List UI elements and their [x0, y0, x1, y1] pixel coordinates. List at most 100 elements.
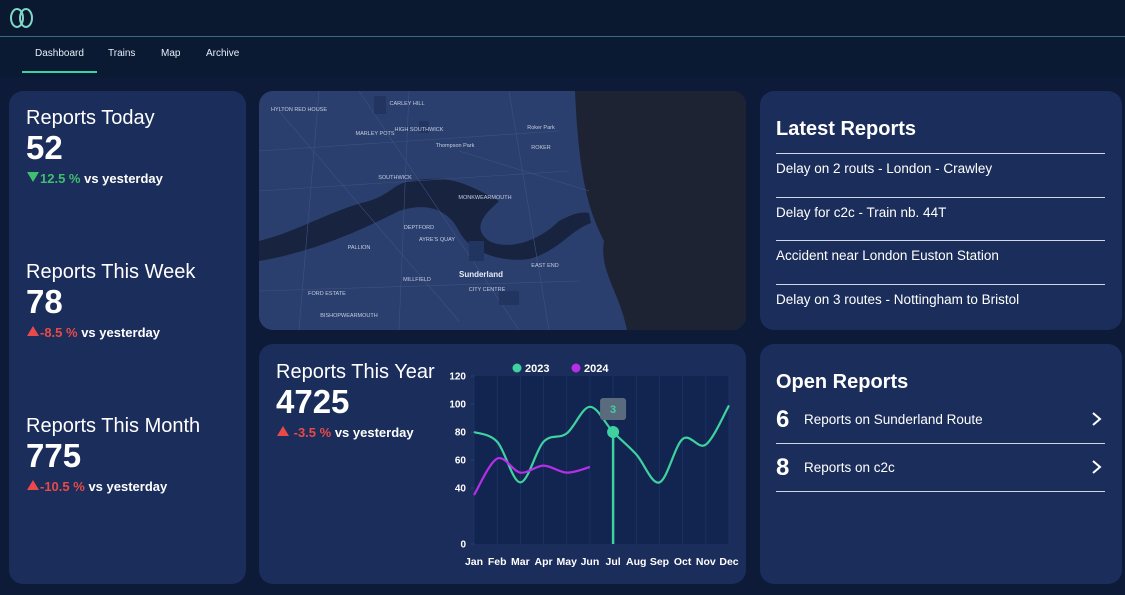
stat-value: 78	[26, 283, 63, 320]
trend-triangle	[27, 326, 39, 336]
stat-label: vs yesterday	[81, 325, 160, 340]
x-tick-label: Jul	[606, 556, 621, 568]
stat-change: 12.5 %	[40, 171, 81, 186]
x-tick-label: Dec	[719, 556, 738, 568]
hover-point	[607, 426, 620, 438]
report-item[interactable]: Delay on 3 routes - Nottingham to Bristo…	[776, 283, 1105, 320]
map-label: ROKER	[531, 145, 551, 151]
x-tick-label: Sep	[650, 556, 669, 568]
nav-tab[interactable]: Trains	[108, 48, 136, 59]
map-label: EAST END	[531, 263, 558, 269]
open-report-label: Reports on Sunderland Route	[804, 412, 983, 427]
legend-swatch	[512, 363, 522, 373]
stat-change-row: -8.5 % vs yesterday	[26, 325, 160, 340]
map-label: MONKWEARMOUTH	[458, 195, 511, 201]
legend-label: 2024	[584, 363, 609, 375]
map-label: DEPTFORD	[404, 225, 434, 231]
open-report-row[interactable]: 6 Reports on Sunderland Route	[776, 396, 1105, 444]
latest-reports-card: Latest Reports Delay on 2 routs - London…	[760, 91, 1122, 330]
open-report-label: Reports on c2c	[804, 460, 895, 475]
card-title: Latest Reports	[776, 118, 917, 140]
stats-card: Reports Today 52 12.5 % vs yesterday Report…	[9, 91, 246, 584]
report-item[interactable]: Delay for c2c - Train nb. 44T	[776, 196, 1105, 233]
map-roads	[259, 91, 590, 330]
stat-change-row: 12.5 % vs yesterday	[26, 171, 163, 186]
stat-title: Reports This Month	[26, 415, 201, 437]
logo	[10, 8, 33, 28]
y-tick-label: 100	[449, 400, 466, 411]
legend-label: 2023	[525, 363, 549, 375]
trend-triangle	[27, 480, 39, 490]
x-tick-label: Jun	[581, 556, 600, 568]
stat-label: vs yesterday	[84, 171, 163, 186]
stat-change: -10.5 %	[40, 479, 85, 494]
x-tick-label: Apr	[534, 556, 552, 568]
nav-tab[interactable]: Map	[161, 48, 181, 59]
stat-label: vs yesterday	[88, 479, 168, 494]
x-tick-label: Aug	[626, 556, 646, 568]
map-label: Sunderland	[459, 270, 503, 279]
y-tick-label: 80	[455, 428, 467, 439]
x-tick-label: Feb	[488, 556, 507, 568]
trend-triangle	[27, 172, 39, 182]
stat-value: 775	[26, 437, 82, 474]
chevron-icon	[1092, 412, 1102, 426]
line-chart: Jan Feb Mar Apr May Jun Jul Aug Sep Oct Nov Dec 0 40 6…	[449, 363, 738, 568]
nav-bar: Dashboard Trains Map Archive	[0, 37, 1125, 77]
stat-value: 52	[26, 129, 63, 166]
map-label: SOUTHWICK	[378, 175, 412, 181]
series-line	[473, 456, 591, 496]
map: CARLEY HILL HYLTON RED HOUSE MARLEY POTSHI…	[259, 91, 746, 330]
y-tick-label: 40	[455, 484, 467, 495]
top-bar	[0, 0, 1125, 37]
y-tick-label: 0	[460, 540, 466, 551]
tooltip-text: 3	[610, 404, 616, 416]
x-tick-label: Nov	[696, 556, 716, 568]
map-blocks	[374, 96, 519, 305]
open-report-row[interactable]: 8 Reports on c2c	[776, 444, 1105, 492]
stat-label: vs yesterday	[334, 425, 414, 440]
map-label: CARLEY HILL	[389, 101, 424, 107]
tooltip-box	[600, 398, 627, 420]
map-label: PALLION	[348, 245, 371, 251]
map-label: FORD ESTATE	[308, 291, 346, 297]
open-report-count: 6	[776, 406, 790, 433]
map-label: Thompson Park	[436, 143, 475, 149]
map-label: BISHOPWEARMOUTH	[320, 313, 377, 319]
x-tick-label: Oct	[674, 556, 692, 568]
chevron	[1092, 412, 1102, 426]
chevron-icon	[1092, 460, 1102, 474]
stat-value: 4725	[276, 383, 350, 420]
map-label: HYLTON RED HOUSE	[271, 107, 327, 113]
map-label: MILLFIELD	[403, 277, 431, 283]
map-label: CITY CENTRE	[469, 287, 506, 293]
trend-icon	[27, 480, 39, 490]
map-label: Roker Park	[527, 125, 555, 131]
trend-triangle	[277, 426, 289, 436]
trend-icon	[277, 426, 289, 436]
card-title: Open Reports	[776, 371, 909, 393]
report-item[interactable]: Delay on 2 routs - London - Crawley	[776, 153, 1105, 189]
stat-title: Reports This Week	[26, 261, 196, 283]
stat-change: -3.5 %	[293, 425, 332, 440]
x-tick-label: Jan	[465, 556, 483, 568]
nav-tab[interactable]: Dashboard	[22, 48, 97, 73]
trend-icon	[27, 172, 39, 182]
stat-change: -8.5 %	[40, 325, 78, 340]
stat-change-row: -10.5 % vs yesterday	[26, 479, 167, 494]
map-label: AYRE'S QUAY	[419, 237, 455, 243]
nav-tab[interactable]: Archive	[206, 48, 240, 59]
stat-change-row: -3.5 % vs yesterday	[276, 425, 414, 440]
y-tick-label: 120	[449, 372, 466, 383]
chevron	[1092, 460, 1102, 474]
map-river	[259, 178, 591, 261]
map-label: MARLEY POTS	[355, 131, 394, 137]
legend-swatch	[571, 363, 581, 373]
x-tick-label: Mar	[511, 556, 530, 568]
report-item[interactable]: Accident near London Euston Station	[776, 240, 1105, 276]
x-tick-label: May	[557, 556, 578, 568]
y-tick-label: 60	[455, 456, 467, 467]
map-label: HIGH SOUTHWICK	[395, 127, 444, 133]
open-reports-card: Open Reports 6 Reports on Sunderland Rout…	[760, 344, 1122, 584]
